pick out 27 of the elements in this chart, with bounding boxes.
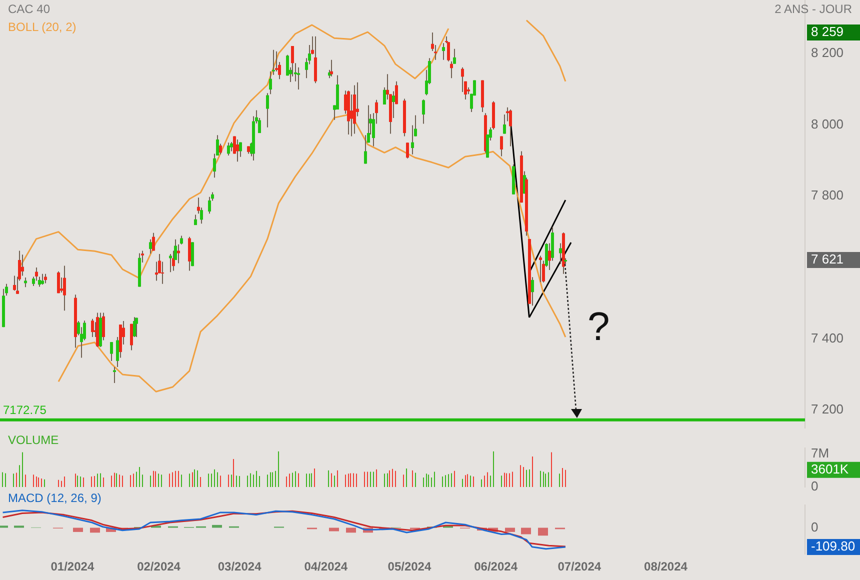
y-tick-label: -109.80 <box>811 538 856 554</box>
y-tick-label: 7 621 <box>811 252 844 267</box>
x-tick-label: 08/2024 <box>644 560 688 574</box>
text: BOLL (20, 2) <box>8 20 76 34</box>
x-tick-label: 06/2024 <box>474 560 518 574</box>
x-tick-label: 04/2024 <box>304 560 348 574</box>
y-tick-label: 8 200 <box>811 45 844 60</box>
x-tick-label: 03/2024 <box>218 560 262 574</box>
y-tick-label: 7 200 <box>811 402 844 417</box>
x-tick-label: 07/2024 <box>558 560 602 574</box>
ref-line-label: 7172.75 <box>3 403 47 418</box>
chart-subtitle: 2 ANS - JOUR <box>774 2 852 16</box>
x-tick-label: 01/2024 <box>50 560 94 574</box>
chart-title: MACD (12, 26, 9) <box>8 491 102 505</box>
x-tick-label: 02/2024 <box>137 560 181 574</box>
x-tick-label: 05/2024 <box>388 560 432 574</box>
y-tick-label: 8 000 <box>811 116 844 132</box>
chart-title: VOLUME <box>8 433 59 447</box>
y-tick-label: 0 <box>811 478 818 494</box>
y-tick-label: 0 <box>811 519 818 534</box>
y-tick-label: 8 259 <box>811 24 844 40</box>
y-tick-label: 7 400 <box>811 330 844 346</box>
y-tick-label: 7M <box>811 445 830 460</box>
y-tick-label: 3601K <box>811 461 849 476</box>
y-tick-label: 7 800 <box>811 188 844 203</box>
annotation: ? <box>587 305 610 350</box>
chart-title: CAC 40 <box>8 2 50 16</box>
